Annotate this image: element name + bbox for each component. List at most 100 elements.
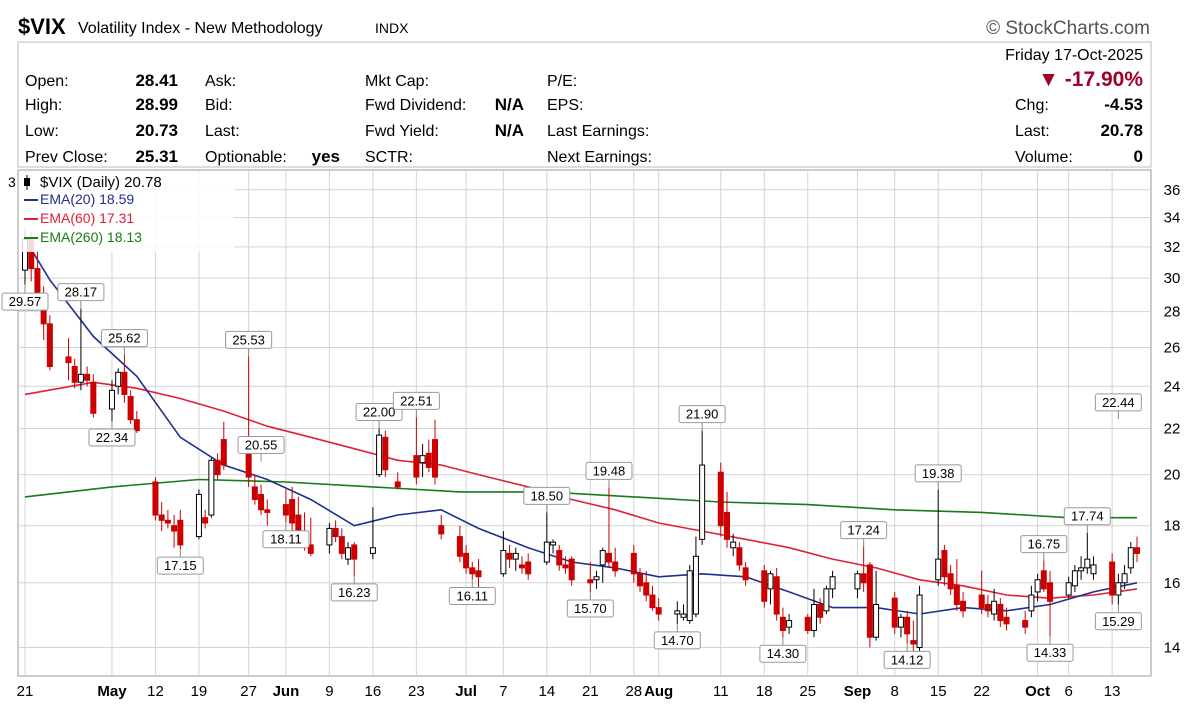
y-tick-label: 18 bbox=[1164, 518, 1181, 535]
candle bbox=[1065, 576, 1072, 599]
x-tick-label: 14 bbox=[538, 683, 555, 700]
candle-body bbox=[506, 552, 513, 560]
candle bbox=[382, 430, 389, 478]
price-annotation: 16.11 bbox=[448, 579, 496, 605]
annotation-label: 18.50 bbox=[531, 488, 564, 503]
candle bbox=[686, 564, 693, 624]
x-tick-label: 25 bbox=[799, 683, 816, 700]
price-annotation: 17.15 bbox=[156, 549, 204, 575]
annotation-label: 22.34 bbox=[96, 430, 129, 445]
chg-value: -4.53 bbox=[1104, 95, 1143, 114]
price-annotation: 20.55 bbox=[237, 435, 285, 462]
candle-body bbox=[158, 514, 165, 521]
candle-body bbox=[605, 552, 612, 563]
candle bbox=[1134, 536, 1140, 563]
candle bbox=[730, 533, 737, 557]
candle-body bbox=[208, 459, 215, 516]
annotation-box bbox=[914, 464, 962, 483]
annotation-box bbox=[237, 435, 285, 454]
optionable-label: Optionable: bbox=[205, 149, 287, 166]
annotation-box bbox=[840, 521, 888, 540]
annotation-label: 22.51 bbox=[400, 393, 433, 408]
candle-body bbox=[419, 455, 426, 464]
x-tick-label: 18 bbox=[756, 683, 773, 700]
candle-body bbox=[649, 594, 656, 609]
ticker-name: Volatility Index - New Methodology bbox=[78, 20, 323, 37]
candle-body bbox=[1084, 558, 1091, 569]
y-tick-label: 22 bbox=[1164, 420, 1181, 437]
x-tick-label: 21 bbox=[582, 683, 599, 700]
x-tick-label: Sep bbox=[844, 683, 872, 700]
candle bbox=[121, 354, 128, 403]
candle bbox=[991, 588, 998, 621]
annotation-box bbox=[225, 330, 273, 349]
candle-body bbox=[891, 597, 898, 628]
candle bbox=[1121, 564, 1128, 589]
candle bbox=[723, 491, 730, 548]
volume-value: 0 bbox=[1134, 147, 1143, 166]
high-value: 28.99 bbox=[135, 95, 178, 114]
candle bbox=[413, 417, 420, 485]
candle-body bbox=[351, 544, 358, 560]
candle bbox=[556, 544, 563, 571]
candle bbox=[264, 499, 271, 526]
candle bbox=[258, 484, 265, 516]
candle-body bbox=[786, 620, 793, 628]
candle bbox=[891, 591, 898, 634]
candle bbox=[562, 556, 569, 574]
open-value: 28.41 bbox=[135, 71, 178, 90]
candle-body bbox=[469, 567, 476, 575]
candle-body bbox=[127, 395, 134, 421]
candle bbox=[655, 598, 662, 621]
candle bbox=[786, 614, 793, 634]
candle-body bbox=[978, 594, 985, 609]
candle bbox=[568, 556, 575, 586]
candle bbox=[873, 570, 880, 641]
candle bbox=[1071, 564, 1078, 592]
price-annotation: 14.33 bbox=[1026, 636, 1074, 662]
candle-body bbox=[562, 564, 569, 569]
annotation-label: 15.29 bbox=[1102, 614, 1135, 629]
candle-body bbox=[195, 493, 202, 538]
annotation-label: 16.23 bbox=[338, 585, 371, 600]
candle bbox=[351, 542, 358, 576]
candle bbox=[804, 614, 811, 634]
candle-body bbox=[84, 373, 91, 381]
optionable-value: yes bbox=[312, 147, 340, 166]
candle-body bbox=[630, 552, 637, 575]
open-label: Open: bbox=[25, 73, 69, 90]
candle bbox=[1090, 556, 1097, 580]
legend-entry: EMA(260) 18.13 bbox=[40, 229, 142, 245]
candle bbox=[282, 489, 289, 523]
candle-body bbox=[34, 268, 41, 297]
x-tick-label: Aug bbox=[644, 683, 673, 700]
pe-label: P/E: bbox=[547, 73, 577, 90]
ema260-line bbox=[24, 478, 1137, 519]
candle-body bbox=[115, 371, 122, 387]
candle bbox=[425, 439, 432, 473]
candle-body bbox=[463, 552, 470, 569]
candle-body bbox=[282, 504, 289, 516]
annotation-label: 19.38 bbox=[922, 466, 955, 481]
candle bbox=[245, 356, 252, 487]
fwd-yield-label: Fwd Yield: bbox=[365, 123, 439, 140]
fwd-dividend-label: Fwd Dividend: bbox=[365, 97, 466, 114]
candle bbox=[953, 559, 960, 611]
legend-background bbox=[19, 172, 234, 252]
plot-area: 29.57 28.17 25.62 22.34 25.53 20.55 17.15 18.11… bbox=[1, 169, 1181, 700]
annotation-label: 19.48 bbox=[593, 463, 626, 478]
candle-body bbox=[152, 481, 159, 516]
legend-title: $VIX (Daily) 20.78 bbox=[40, 174, 162, 191]
candle bbox=[376, 428, 383, 478]
annotation-label: 16.75 bbox=[1028, 537, 1061, 552]
candle-body bbox=[456, 536, 463, 557]
candle-body bbox=[46, 323, 53, 367]
candle bbox=[1084, 532, 1091, 574]
candle-body bbox=[1134, 547, 1140, 554]
pct-change: ▼ -17.90% bbox=[1038, 68, 1143, 91]
annotation-label: 16.11 bbox=[456, 588, 488, 603]
candle bbox=[456, 525, 463, 563]
candle bbox=[1022, 610, 1029, 634]
candle bbox=[984, 595, 991, 618]
annotation-box bbox=[156, 556, 204, 575]
